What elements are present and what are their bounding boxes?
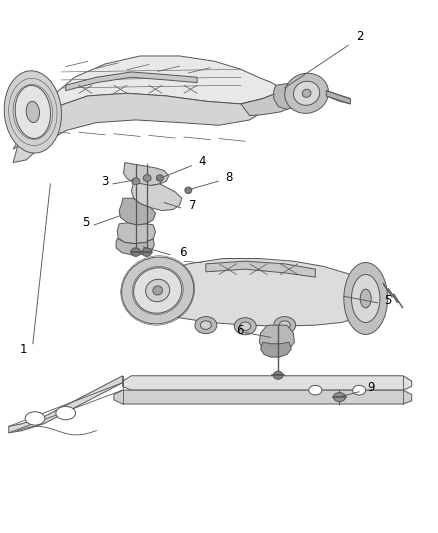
Text: 1: 1 — [20, 343, 27, 356]
Ellipse shape — [302, 89, 311, 98]
Polygon shape — [131, 182, 182, 211]
Ellipse shape — [279, 321, 290, 329]
Ellipse shape — [285, 73, 328, 114]
Ellipse shape — [134, 268, 182, 313]
Ellipse shape — [143, 175, 151, 181]
Text: 6: 6 — [179, 246, 186, 259]
Polygon shape — [125, 259, 374, 326]
Text: 4: 4 — [198, 155, 206, 168]
Ellipse shape — [200, 321, 211, 329]
Ellipse shape — [25, 411, 45, 425]
Ellipse shape — [122, 257, 194, 324]
Ellipse shape — [351, 274, 380, 322]
Text: 2: 2 — [356, 30, 363, 43]
Polygon shape — [9, 376, 123, 433]
Text: 7: 7 — [189, 199, 197, 212]
Text: 5: 5 — [385, 294, 392, 307]
Polygon shape — [261, 342, 291, 357]
Text: 6: 6 — [237, 324, 244, 337]
Polygon shape — [114, 390, 412, 404]
Ellipse shape — [333, 392, 346, 402]
Ellipse shape — [15, 85, 50, 139]
Ellipse shape — [132, 178, 140, 184]
Polygon shape — [206, 261, 315, 277]
Ellipse shape — [344, 263, 388, 335]
Ellipse shape — [153, 286, 162, 295]
Polygon shape — [13, 56, 276, 149]
Ellipse shape — [195, 317, 217, 334]
Polygon shape — [116, 238, 154, 255]
Ellipse shape — [274, 317, 296, 334]
Ellipse shape — [142, 248, 152, 256]
Ellipse shape — [309, 385, 322, 395]
Polygon shape — [119, 198, 155, 225]
Polygon shape — [117, 223, 155, 244]
Ellipse shape — [56, 406, 76, 420]
Ellipse shape — [360, 289, 371, 308]
Ellipse shape — [353, 385, 366, 395]
Polygon shape — [259, 325, 294, 353]
Polygon shape — [66, 72, 197, 91]
Ellipse shape — [26, 101, 39, 123]
Polygon shape — [13, 93, 263, 163]
Text: 5: 5 — [82, 216, 90, 229]
Text: 3: 3 — [102, 175, 109, 188]
Text: 8: 8 — [226, 171, 233, 184]
Ellipse shape — [185, 187, 192, 193]
Ellipse shape — [156, 175, 163, 181]
Ellipse shape — [273, 371, 283, 379]
Ellipse shape — [4, 71, 61, 153]
Ellipse shape — [146, 279, 170, 302]
Ellipse shape — [131, 248, 141, 256]
Ellipse shape — [240, 322, 251, 330]
Polygon shape — [241, 83, 304, 116]
Ellipse shape — [293, 81, 320, 106]
Polygon shape — [124, 163, 169, 185]
Polygon shape — [274, 83, 304, 109]
Ellipse shape — [234, 318, 256, 335]
Text: 9: 9 — [367, 381, 374, 394]
Polygon shape — [326, 91, 350, 104]
Polygon shape — [123, 376, 412, 390]
